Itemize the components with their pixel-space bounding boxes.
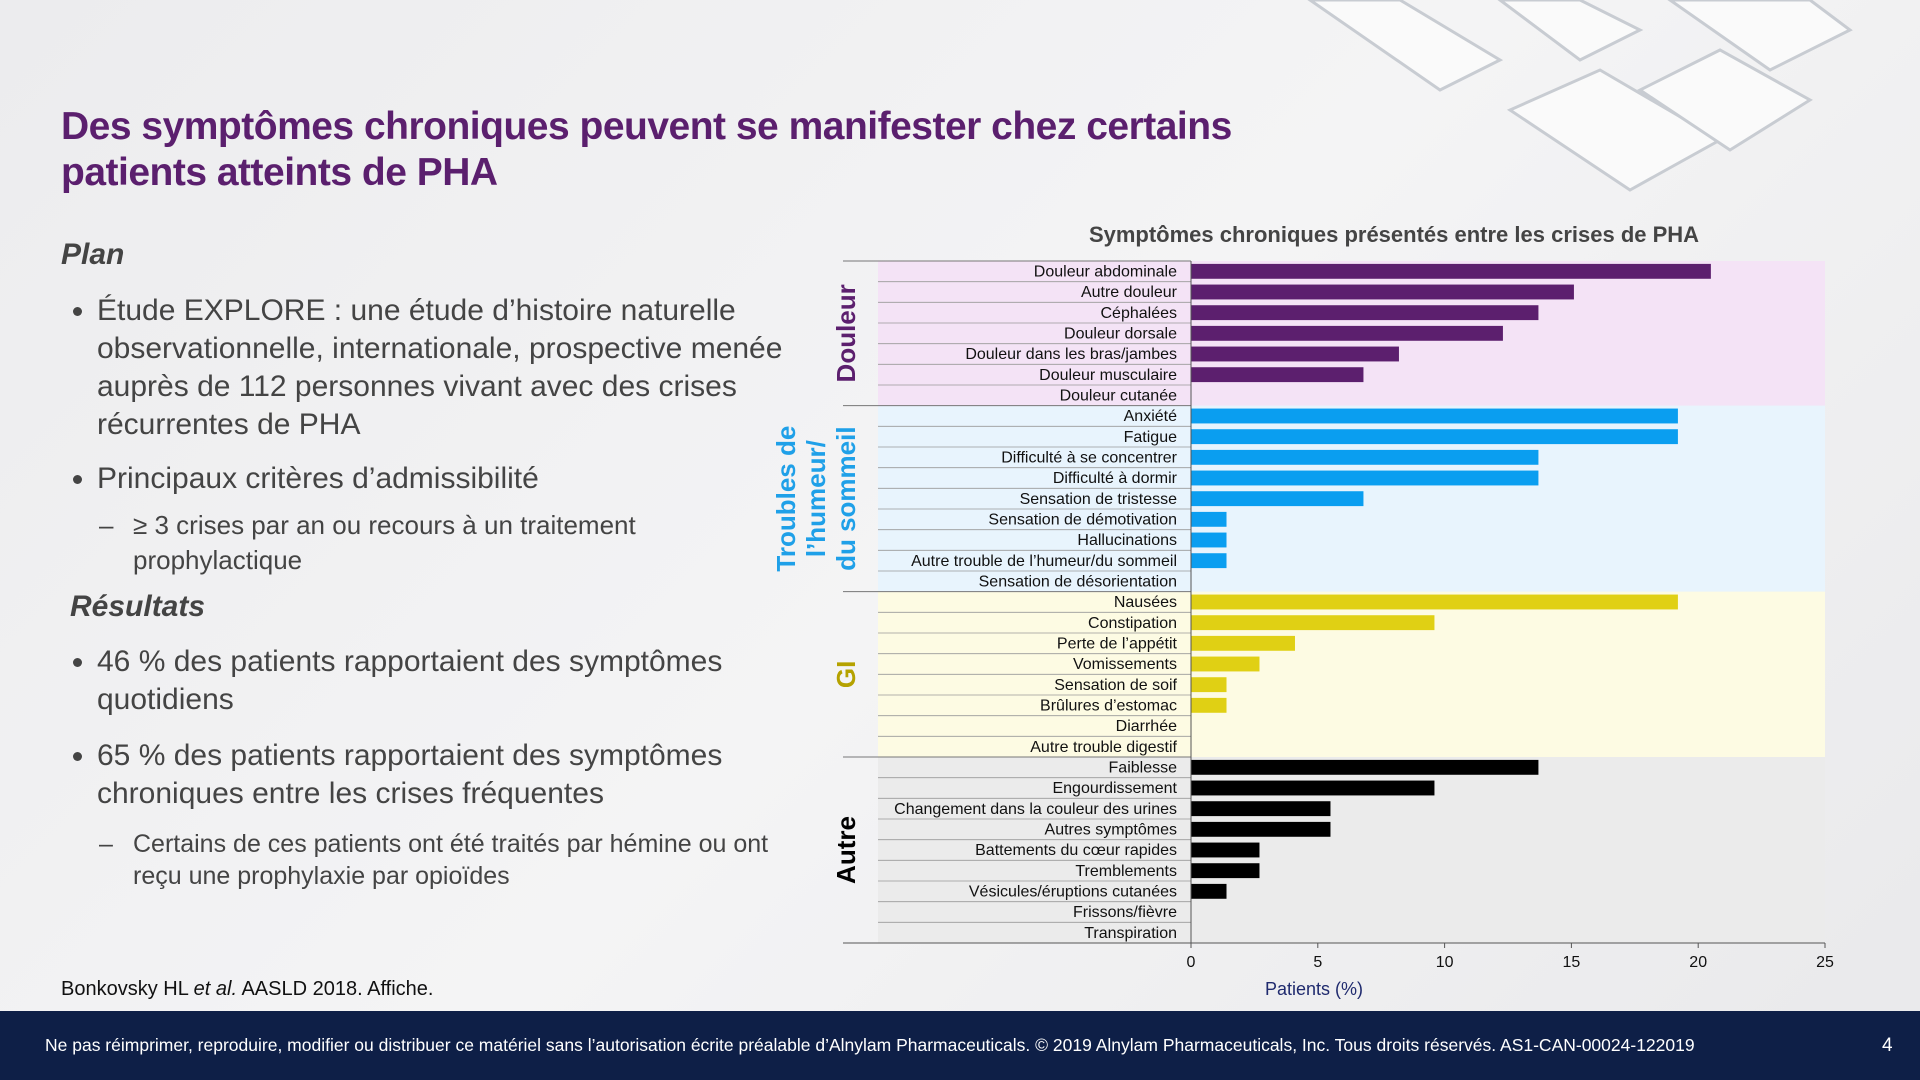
group-label: Troubles de (771, 426, 801, 572)
category-label: Diarrhée (1116, 718, 1177, 735)
category-label: Vomissements (1073, 656, 1177, 673)
bar (1191, 449, 1539, 465)
bar (1191, 305, 1539, 321)
reference-text: Bonkovsky HL (61, 978, 194, 1000)
x-tick-label: 5 (1313, 954, 1322, 971)
bar (1191, 842, 1260, 858)
bar (1191, 883, 1227, 899)
bar (1191, 346, 1399, 362)
results-list: 46 % des patients rapportaient des sympt… (61, 643, 817, 813)
page-number: 4 (1882, 1035, 1893, 1056)
category-label: Perte de l’appétit (1057, 636, 1178, 653)
group-label: Douleur (831, 284, 861, 382)
category-label: Autre trouble de l’humeur/du sommeil (911, 553, 1177, 570)
bar (1191, 367, 1364, 383)
category-label: Engourdissement (1052, 780, 1177, 797)
bar (1191, 532, 1227, 548)
category-label: Douleur musculaire (1039, 367, 1177, 384)
section-heading: Résultats (70, 590, 206, 623)
group-label: du sommeil (831, 426, 861, 570)
x-tick-label: 25 (1816, 954, 1834, 971)
sub-bullet: ≥ 3 crises par an ou recours à un traite… (99, 508, 773, 578)
chart: Symptômes chroniques présentés entre les… (771, 222, 1834, 999)
plan-list: Étude EXPLORE : une étude d’histoire nat… (61, 292, 817, 498)
category-label: Sensation de désorientation (979, 574, 1177, 591)
bar (1191, 656, 1260, 672)
category-label: Difficulté à dormir (1053, 470, 1178, 487)
category-label: Autre douleur (1081, 284, 1178, 301)
bar (1191, 511, 1227, 527)
category-label: Fatigue (1124, 429, 1177, 446)
bar (1191, 284, 1574, 300)
plan-sublist: ≥ 3 crises par an ou recours à un traite… (97, 508, 773, 578)
category-label: Frissons/fièvre (1073, 904, 1177, 921)
footer-text: Ne pas réimprimer, reproduire, modifier … (45, 1035, 1695, 1055)
bullet: 46 % des patients rapportaient des sympt… (97, 643, 817, 719)
category-label: Sensation de tristesse (1020, 491, 1178, 508)
category-label: Brûlures d’estomac (1040, 698, 1177, 715)
bullet: Principaux critères d’admissibilité (97, 460, 817, 498)
reference: Bonkovsky HL et al. AASLD 2018. Affiche. (61, 978, 433, 1001)
category-label: Hallucinations (1077, 532, 1177, 549)
x-tick-label: 0 (1187, 954, 1196, 971)
reference-text: et al. (193, 978, 238, 1000)
category-label: Constipation (1088, 615, 1177, 632)
category-label: Douleur cutanée (1060, 388, 1178, 405)
category-label: Sensation de démotivation (988, 512, 1177, 529)
bar (1191, 821, 1331, 837)
bar (1191, 594, 1678, 610)
category-label: Nausées (1114, 594, 1177, 611)
group-label: GI (831, 661, 861, 688)
group-label: Autre (831, 816, 861, 884)
category-label: Céphalées (1101, 305, 1178, 322)
reference-text: AASLD 2018. Affiche. (237, 978, 434, 1000)
bar (1191, 491, 1364, 507)
slide-title: Des symptômes chroniques peuvent se mani… (61, 105, 1232, 194)
bar (1191, 325, 1503, 341)
category-label: Vésicules/éruptions cutanées (969, 884, 1177, 901)
footer (0, 1011, 1920, 1080)
category-label: Changement dans la couleur des urines (894, 801, 1177, 818)
category-label: Anxiété (1124, 408, 1177, 425)
bar (1191, 759, 1539, 775)
bar (1191, 697, 1227, 713)
category-label: Battements du cœur rapides (975, 842, 1177, 859)
bullet: 65 % des patients rapportaient des sympt… (97, 737, 817, 813)
group-label: l’humeur/ (801, 440, 831, 557)
category-label: Autres symptômes (1045, 822, 1177, 839)
category-label: Sensation de soif (1054, 677, 1177, 694)
category-label: Douleur dorsale (1064, 326, 1177, 343)
results-sublist: Certains de ces patients ont été traités… (97, 828, 813, 892)
bullet: Étude EXPLORE : une étude d’histoire nat… (97, 292, 817, 444)
bar (1191, 408, 1678, 424)
bar (1191, 863, 1260, 879)
category-label: Tremblements (1075, 863, 1177, 880)
bar (1191, 780, 1435, 796)
x-tick-label: 20 (1689, 954, 1707, 971)
x-axis-label: Patients (%) (1265, 979, 1363, 999)
category-label: Douleur dans les bras/jambes (965, 346, 1177, 363)
bar (1191, 429, 1678, 445)
category-label: Autre trouble digestif (1030, 739, 1177, 756)
maze-decoration (1307, 0, 1853, 192)
category-label: Difficulté à se concentrer (1001, 450, 1177, 467)
category-label: Transpiration (1084, 925, 1177, 942)
section-heading: Plan (61, 238, 125, 271)
bar (1191, 615, 1435, 631)
category-label: Faiblesse (1109, 760, 1178, 777)
category-label: Douleur abdominale (1034, 264, 1177, 281)
bar (1191, 635, 1295, 651)
bar (1191, 470, 1539, 486)
x-tick-label: 10 (1436, 954, 1454, 971)
chart-title: Symptômes chroniques présentés entre les… (1089, 222, 1699, 247)
sub-bullet: Certains de ces patients ont été traités… (99, 828, 813, 892)
x-tick-label: 15 (1563, 954, 1581, 971)
bar (1191, 263, 1711, 279)
bar (1191, 801, 1331, 817)
bar (1191, 677, 1227, 693)
bar (1191, 553, 1227, 569)
